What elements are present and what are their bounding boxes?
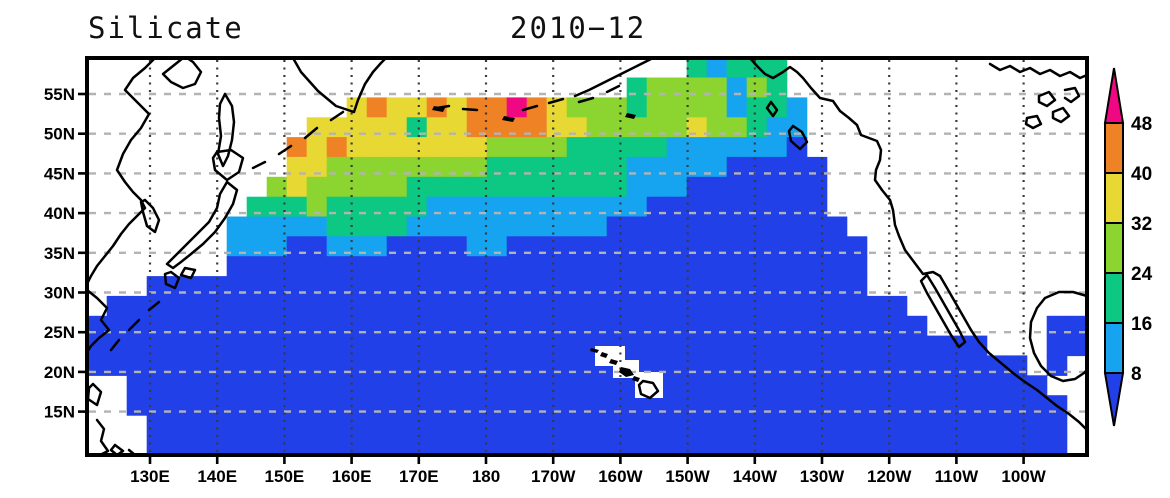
lon-tick-label: 170E: [399, 467, 439, 486]
coastline: [216, 92, 236, 168]
coastline: [86, 382, 103, 407]
coastline: [748, 56, 942, 278]
island: [432, 106, 445, 112]
lat-tick-label: 40N: [44, 204, 75, 223]
coastline: [547, 97, 565, 105]
colorbar-label: 48: [1131, 114, 1152, 135]
lon-tick-label: 100W: [1001, 467, 1046, 486]
colorbar-label: 40: [1131, 164, 1152, 185]
coastline: [1051, 106, 1071, 124]
colorbar-segment: [1104, 122, 1124, 174]
coastline: [577, 96, 595, 104]
island: [632, 376, 640, 382]
coastline: [163, 270, 181, 290]
coastline: [277, 144, 293, 156]
colorbar-label: 32: [1131, 214, 1152, 235]
colorbar-labels: 48 40 32 24 16 8: [1131, 114, 1153, 385]
coastline: [179, 266, 197, 280]
coastline: [85, 56, 157, 286]
lat-tick-label: 25N: [44, 323, 75, 342]
coastline: [1028, 290, 1089, 383]
colorbar-label: 16: [1131, 314, 1152, 335]
coastline: [938, 274, 1089, 432]
coastline: [461, 107, 479, 112]
colorbar-label: 8: [1131, 364, 1142, 385]
lon-tick-label: 140W: [733, 467, 778, 486]
graticule: [89, 60, 1085, 453]
colorbar-segment: [1104, 272, 1124, 324]
lat-tick-label: 20N: [44, 363, 75, 382]
lon-tick-label: 130E: [130, 467, 170, 486]
lon-tick-label: 180: [472, 467, 500, 486]
coastline: [147, 300, 161, 312]
coastline: [988, 62, 1089, 80]
coastline: [303, 126, 319, 140]
coastline: [329, 110, 345, 122]
silicate-field: [86, 57, 1088, 456]
lon-tick-label: 140E: [197, 467, 237, 486]
axes: 55N 50N 45N 40N 35N 30N 25N 20N 15N 130E 140E 150E 1…: [44, 85, 1047, 486]
coastline: [919, 273, 967, 349]
coastline: [139, 198, 161, 234]
colorbar-segment: [1104, 222, 1124, 274]
coastline: [251, 160, 267, 170]
lon-tick-label: 160E: [332, 467, 372, 486]
lat-tick-label: 30N: [44, 284, 75, 303]
coastline: [1063, 86, 1081, 104]
chart-title: Silicate: [88, 11, 244, 45]
lon-tick-label: 150E: [265, 467, 305, 486]
lon-tick-label: 160W: [598, 467, 643, 486]
lat-tick-label: 50N: [44, 125, 75, 144]
coastline: [127, 318, 141, 332]
coastline: [1024, 114, 1043, 130]
lon-tick-label: 130W: [800, 467, 845, 486]
coastline: [1037, 90, 1057, 108]
lon-tick-label: 150W: [665, 467, 710, 486]
colorbar-arrow-top: [1103, 67, 1125, 124]
colorbar-arrow-bottom: [1103, 372, 1125, 427]
island: [590, 348, 599, 353]
island: [609, 359, 618, 365]
coastline: [605, 84, 621, 94]
map-frame: [85, 56, 1089, 457]
coastline: [161, 56, 203, 90]
coastline: [165, 180, 239, 270]
lat-tick-label: 35N: [44, 244, 75, 263]
coastlines: [85, 56, 1089, 457]
chart-period: 2010−12: [510, 11, 647, 45]
lat-tick-label: 45N: [44, 164, 75, 183]
coastline: [573, 56, 655, 98]
colorbar-segment: [1104, 322, 1124, 374]
coastline: [95, 418, 110, 457]
coastline: [291, 56, 388, 114]
colorbar-segment: [1104, 172, 1124, 224]
coastline: [85, 288, 111, 354]
island: [502, 116, 515, 122]
colorbar: [1103, 67, 1125, 427]
lat-tick-label: 55N: [44, 85, 75, 104]
island: [625, 113, 636, 119]
coastline: [211, 148, 245, 182]
coastline: [765, 100, 779, 118]
lon-tick-label: 170W: [531, 467, 576, 486]
lon-tick-label: 110W: [935, 467, 979, 486]
island: [600, 352, 608, 358]
coastline: [521, 104, 539, 112]
coastline: [787, 124, 809, 151]
island: [619, 367, 634, 377]
colorbar-label: 24: [1131, 264, 1153, 285]
hawaii-big-island: [637, 379, 660, 400]
lon-tick-label: 120W: [867, 467, 912, 486]
small-islands: [432, 106, 660, 400]
coastline: [109, 338, 121, 352]
lat-tick-label: 15N: [44, 403, 75, 422]
